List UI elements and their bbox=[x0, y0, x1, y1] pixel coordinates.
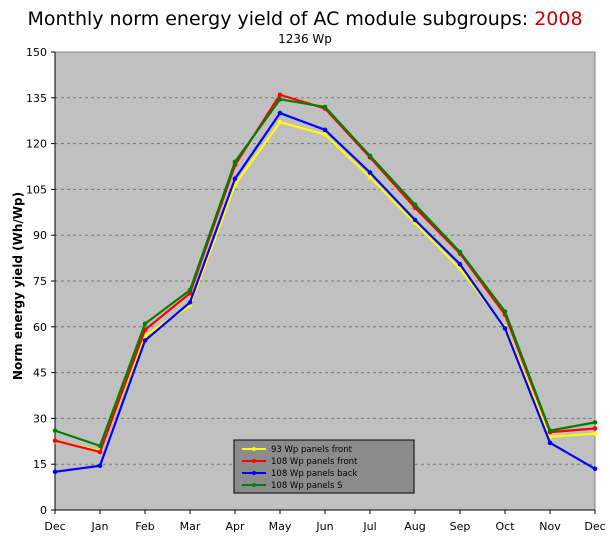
data-point bbox=[547, 440, 553, 446]
x-tick-label: Apr bbox=[225, 520, 245, 533]
data-point bbox=[412, 202, 418, 207]
y-tick-label: 120 bbox=[26, 138, 47, 151]
legend-label: 108 Wp panels S bbox=[271, 481, 343, 491]
data-point bbox=[412, 217, 418, 223]
data-point bbox=[142, 321, 148, 327]
x-tick-label: Feb bbox=[135, 520, 154, 533]
y-tick-label: 90 bbox=[33, 229, 47, 242]
x-tick-label: Nov bbox=[539, 520, 561, 533]
data-point bbox=[97, 449, 103, 455]
x-tick-label: Sep bbox=[450, 520, 471, 533]
chart-title: Monthly norm energy yield of AC module s… bbox=[0, 8, 610, 30]
x-tick-label: May bbox=[269, 520, 292, 533]
data-point bbox=[367, 153, 373, 159]
data-point bbox=[592, 420, 598, 425]
data-point bbox=[322, 104, 328, 110]
x-axis: Dec Jan Feb Mar Apr May Jun Jul Aug Sep Oct Nov Dec bbox=[44, 509, 606, 533]
y-tick-label: 15 bbox=[33, 458, 47, 471]
series-group bbox=[52, 92, 598, 475]
legend: 93 Wp panels front 108 Wp panels front 108… bbox=[233, 439, 415, 494]
data-point bbox=[277, 92, 283, 98]
legend-label: 108 Wp panels front bbox=[271, 457, 358, 467]
data-point bbox=[457, 261, 463, 267]
y-tick-label: 60 bbox=[33, 321, 47, 334]
data-point bbox=[592, 466, 598, 472]
x-tick-label: Jul bbox=[362, 520, 376, 533]
y-tick-label: 0 bbox=[40, 504, 47, 517]
x-tick-label: Jan bbox=[91, 520, 109, 533]
x-tick-label: Aug bbox=[404, 520, 425, 533]
x-tick-label: Dec bbox=[44, 520, 65, 533]
y-tick-label: 105 bbox=[26, 183, 47, 196]
data-point bbox=[187, 300, 193, 305]
y-axis: 0 15 30 45 60 75 90 105 120 135 150 bbox=[26, 46, 56, 517]
data-point bbox=[277, 97, 283, 102]
chart-subtitle: 1236 Wp bbox=[278, 32, 332, 46]
y-tick-label: 30 bbox=[33, 412, 47, 425]
data-point bbox=[322, 132, 328, 137]
data-point bbox=[97, 443, 103, 449]
legend-marker bbox=[252, 459, 256, 463]
data-point bbox=[367, 170, 373, 175]
x-tick-label: Mar bbox=[180, 520, 201, 533]
data-point bbox=[277, 110, 283, 116]
y-tick-label: 45 bbox=[33, 367, 47, 380]
y-tick-label: 150 bbox=[26, 46, 47, 59]
y-tick-label: 135 bbox=[26, 92, 47, 105]
data-point bbox=[232, 159, 238, 165]
y-axis-label: Norm energy yield (Wh/Wp) bbox=[11, 192, 25, 380]
data-point bbox=[52, 438, 58, 443]
data-point bbox=[592, 431, 598, 436]
legend-marker bbox=[252, 447, 256, 451]
x-tick-label: Dec bbox=[584, 520, 605, 533]
data-point bbox=[97, 463, 103, 469]
data-point bbox=[52, 469, 58, 475]
data-point bbox=[322, 127, 328, 133]
data-point bbox=[547, 428, 553, 433]
data-point bbox=[142, 338, 148, 343]
data-point bbox=[187, 287, 193, 293]
chart-title-text: Monthly norm energy yield of AC module s… bbox=[27, 8, 529, 30]
y-tick-label: 75 bbox=[33, 275, 47, 288]
legend-label: 108 Wp panels back bbox=[271, 469, 357, 479]
data-point bbox=[457, 249, 463, 255]
x-tick-label: Oct bbox=[495, 520, 515, 533]
data-point bbox=[502, 326, 508, 331]
data-point bbox=[277, 119, 283, 125]
legend-marker bbox=[252, 471, 256, 475]
data-point bbox=[232, 176, 238, 182]
data-point bbox=[592, 426, 598, 431]
data-point bbox=[367, 174, 373, 180]
data-point bbox=[52, 428, 58, 433]
x-tick-label: Jun bbox=[315, 520, 333, 533]
legend-label: 93 Wp panels front bbox=[271, 445, 353, 455]
data-point bbox=[502, 309, 508, 314]
legend-marker bbox=[252, 483, 256, 487]
chart-title-year: 2008 bbox=[534, 8, 583, 30]
